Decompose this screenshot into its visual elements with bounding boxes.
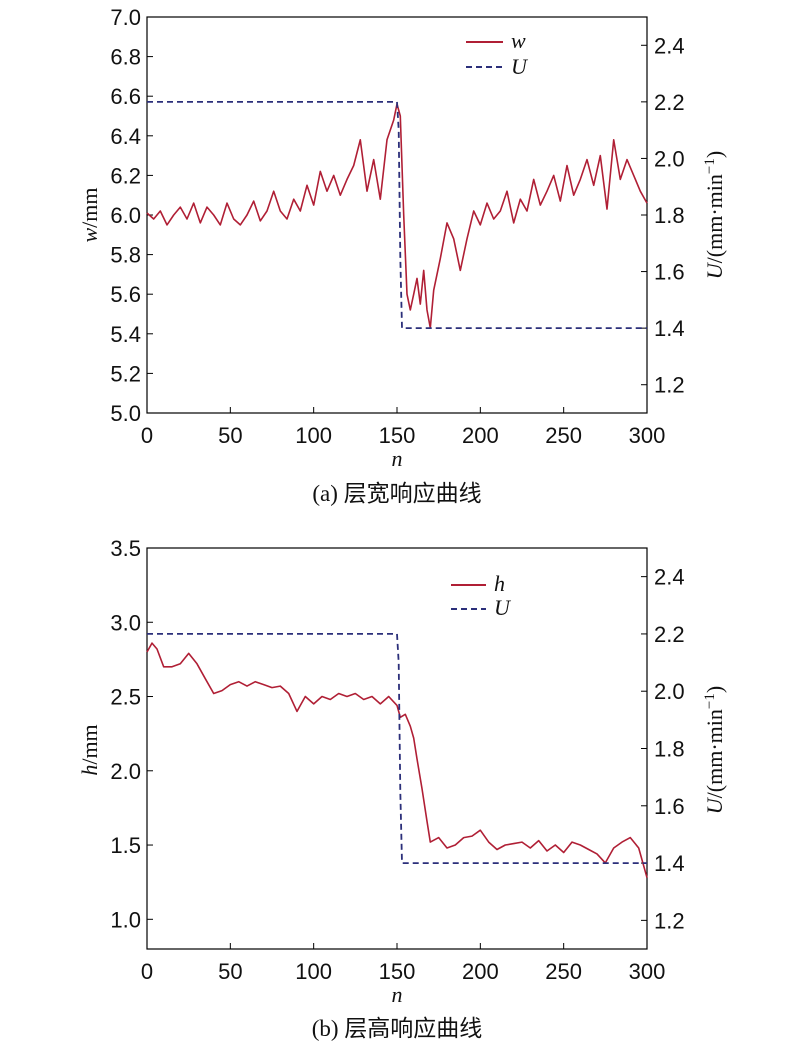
x-tick-label: 100 <box>295 423 332 448</box>
series-lines <box>146 633 648 878</box>
y-tick-label: 6.8 <box>110 45 141 70</box>
x-tick-label: 0 <box>141 423 153 448</box>
x-ticks: 0 50 100 150 200 250 300 <box>141 407 665 448</box>
x-tick-label: 300 <box>629 959 666 984</box>
y-tick-label: 6.0 <box>110 203 141 228</box>
y-tick-label: 5.4 <box>110 322 141 347</box>
y2-axis-label-exp: −1 <box>702 693 718 709</box>
series-line-h <box>146 642 648 878</box>
y2-axis-label-exp: −1 <box>702 158 718 174</box>
series-line-w <box>146 103 648 329</box>
y2-tick-label: 2.4 <box>654 33 685 58</box>
plot-frame <box>146 16 648 414</box>
x-tick-label: 50 <box>218 959 242 984</box>
y2-ticks: 1.2 1.4 1.6 1.8 2.0 2.2 2.4 <box>641 565 685 933</box>
y2-axis-label-var: U <box>702 261 727 279</box>
y-tick-label: 3.5 <box>110 536 141 561</box>
y2-ticks: 1.2 1.4 1.6 1.8 2.0 2.2 2.4 <box>641 33 685 398</box>
y2-tick-label: 2.0 <box>654 679 685 704</box>
x-tick-label: 250 <box>545 959 582 984</box>
x-tick-label: 100 <box>295 959 332 984</box>
legend: w U <box>466 28 529 79</box>
series-lines <box>146 101 648 330</box>
x-tick-label: 150 <box>379 959 416 984</box>
y2-tick-label: 1.4 <box>654 851 685 876</box>
x-tick-label: 300 <box>629 423 666 448</box>
y-tick-label: 5.6 <box>110 282 141 307</box>
chart-a: 0 50 100 150 200 250 300 5.0 5.2 5.4 5.6 5.8 6.0 6.2… <box>77 5 727 506</box>
y-ticks: 1.0 1.5 2.0 2.5 3.0 3.5 <box>110 536 153 932</box>
y-tick-label: 1.5 <box>110 833 141 858</box>
x-tick-label: 150 <box>379 423 416 448</box>
y-tick-label: 5.8 <box>110 243 141 268</box>
y-tick-label: 1.0 <box>110 907 141 932</box>
y-tick-label: 6.4 <box>110 124 141 149</box>
legend-label-w: w <box>511 28 526 53</box>
chart-b: 0 50 100 150 200 250 300 1.0 1.5 2.0 2.5 3.0 3.5 1.… <box>77 536 727 1041</box>
y-tick-label: 5.2 <box>110 361 141 386</box>
legend-label-u: U <box>511 54 529 79</box>
y2-axis-label-var: U <box>702 796 727 814</box>
y-axis-label-unit: /mm <box>77 187 102 227</box>
y2-axis-label-unit: /(mm·min <box>702 709 727 798</box>
y2-tick-label: 1.4 <box>654 316 685 341</box>
series-line-u <box>147 101 647 330</box>
y-tick-label: 3.0 <box>110 610 141 635</box>
y-axis-label-var: h <box>77 765 102 776</box>
y2-tick-label: 2.0 <box>654 146 685 171</box>
x-tick-label: 50 <box>218 423 242 448</box>
y2-axis-label: U/(mm·min−1) <box>702 686 727 814</box>
y2-tick-label: 1.8 <box>654 203 685 228</box>
y-tick-label: 2.5 <box>110 685 141 710</box>
y-axis-label-var: w <box>77 228 102 243</box>
y-tick-label: 5.0 <box>110 401 141 426</box>
legend-label-h: h <box>494 571 505 596</box>
y2-tick-label: 1.2 <box>654 908 685 933</box>
x-ticks: 0 50 100 150 200 250 300 <box>141 943 665 984</box>
series-line-u <box>147 633 647 864</box>
y2-tick-label: 1.8 <box>654 737 685 762</box>
y2-axis-label-close: ) <box>702 686 727 693</box>
y-ticks: 5.0 5.2 5.4 5.6 5.8 6.0 6.2 6.4 6.6 6.8 7.0 <box>110 5 153 426</box>
y-axis-label: h/mm <box>77 724 102 775</box>
y2-axis-label: U/(mm·min−1) <box>702 151 727 279</box>
y-tick-label: 2.0 <box>110 759 141 784</box>
legend-label-u: U <box>494 595 512 620</box>
legend: h U <box>451 571 512 620</box>
y2-tick-label: 1.6 <box>654 260 685 285</box>
y-tick-label: 6.2 <box>110 163 141 188</box>
y2-tick-label: 1.6 <box>654 794 685 819</box>
y2-tick-label: 2.2 <box>654 90 685 115</box>
chart-caption: (a) 层宽响应曲线 <box>312 481 481 506</box>
x-tick-label: 250 <box>545 423 582 448</box>
y-axis-label: w/mm <box>77 187 102 242</box>
y2-axis-label-close: ) <box>702 151 727 158</box>
y2-tick-label: 1.2 <box>654 373 685 398</box>
x-tick-label: 200 <box>462 959 499 984</box>
y-tick-label: 6.6 <box>110 84 141 109</box>
y2-axis-label-unit: /(mm·min <box>702 174 727 263</box>
chart-caption: (b) 层高响应曲线 <box>312 1016 483 1041</box>
y-axis-label-unit: /mm <box>77 724 102 764</box>
x-axis-label: n <box>392 446 403 471</box>
x-tick-label: 0 <box>141 959 153 984</box>
x-tick-label: 200 <box>462 423 499 448</box>
plot-frame <box>146 547 648 950</box>
y2-tick-label: 2.2 <box>654 622 685 647</box>
y2-tick-label: 2.4 <box>654 565 685 590</box>
y-tick-label: 7.0 <box>110 5 141 30</box>
x-axis-label: n <box>392 982 403 1007</box>
